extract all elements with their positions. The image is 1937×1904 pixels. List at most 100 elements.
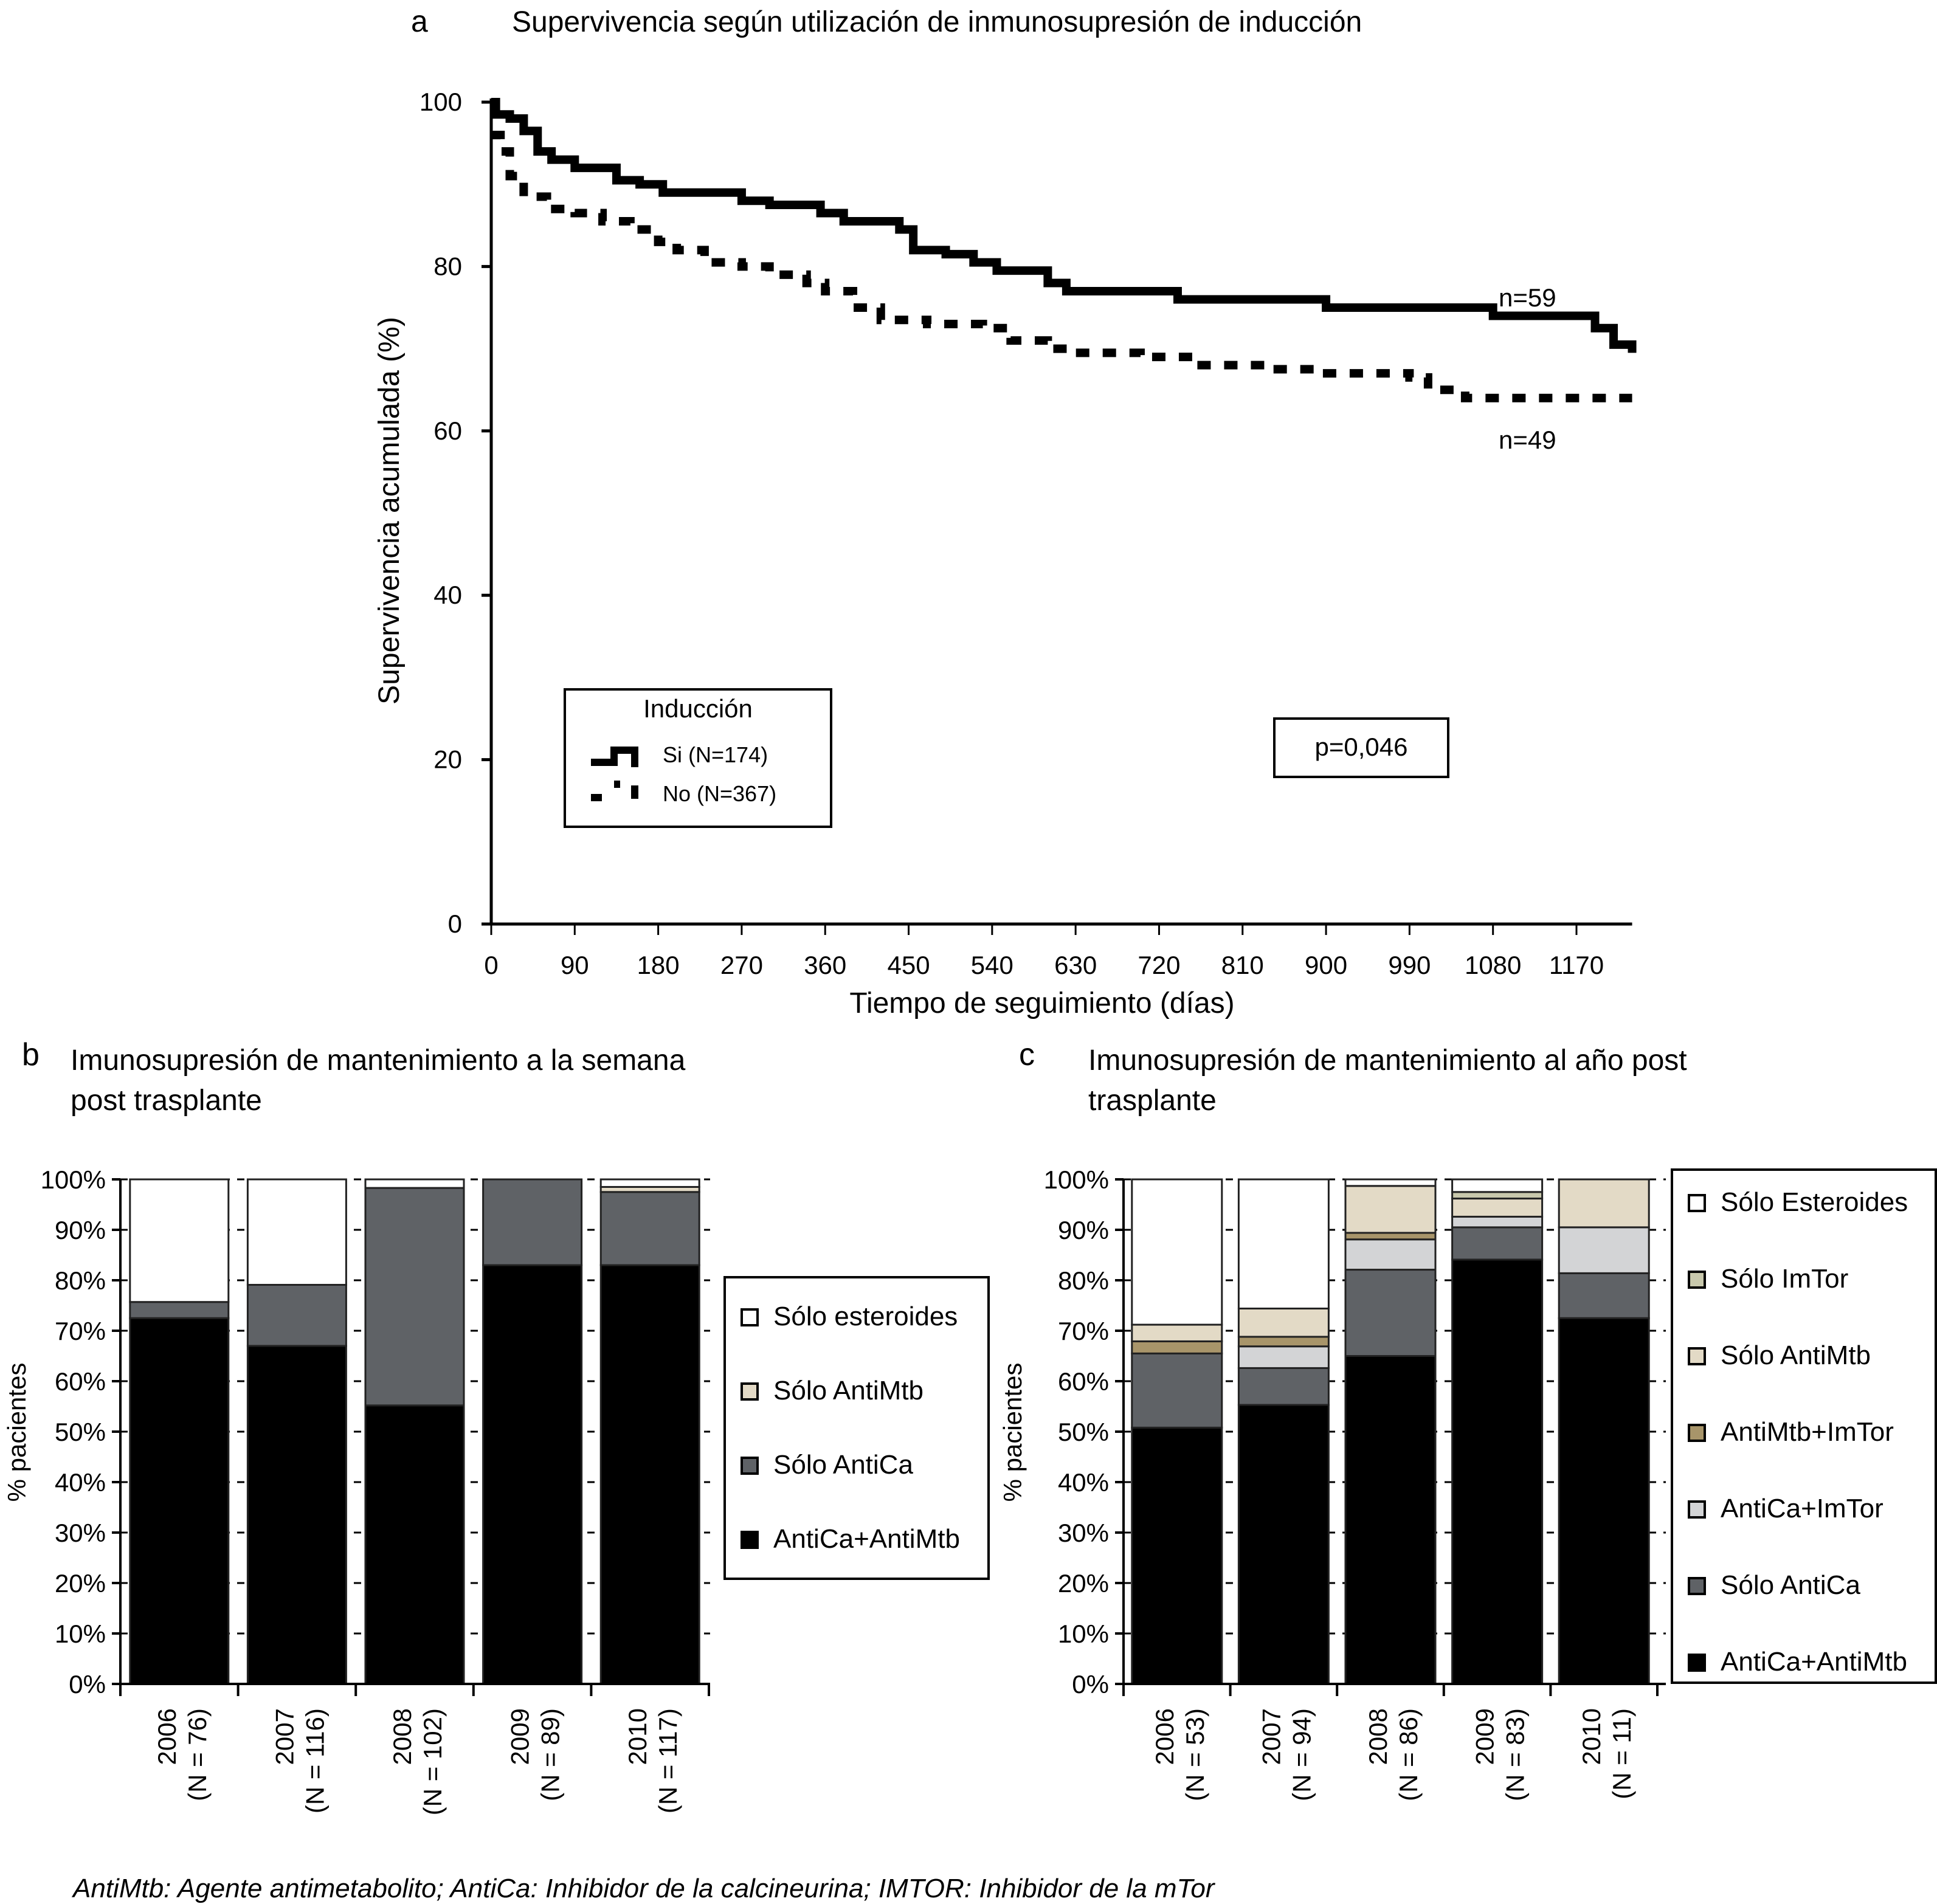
p-value-box: p=0,046 [1273, 717, 1449, 778]
survival-curve-si [491, 98, 1637, 353]
x-tick-label: 990 [1388, 951, 1431, 979]
bar-segment-s-lo-antica [1451, 1226, 1544, 1261]
bar-segment-antica-antimtb [1131, 1426, 1223, 1685]
panel-c-stacked-bar-chart: c Imunosupresión de mantenimiento al año… [998, 1037, 1937, 1801]
bar-segment-s-lo-antica [1558, 1272, 1650, 1319]
bar-segment-s-lo-antica [1237, 1367, 1330, 1406]
bar-segment-antimtb-imtor [1131, 1340, 1223, 1354]
y-tick-label: 20% [55, 1569, 106, 1598]
survival-curve-no [491, 131, 1632, 402]
bar-segment-s-lo-antica [364, 1187, 465, 1407]
survival-legend-title: Inducción [643, 694, 753, 723]
panel-c-title-line2: trasplante [1088, 1085, 1217, 1117]
y-tick-label: 60 [433, 416, 462, 445]
bar-segment-s-lo-antica [1344, 1269, 1437, 1357]
bar-segment-s-lo-antimtb [1237, 1307, 1330, 1338]
bar-segment-s-lo-esteroides [129, 1178, 230, 1303]
legend-label: AntiMtb+ImTor [1721, 1417, 1894, 1447]
bar-segment-s-lo-esteroides [1131, 1178, 1223, 1326]
bar-segment-antica-antimtb [1451, 1258, 1544, 1685]
bar-segment-s-lo-antimtb [1344, 1185, 1437, 1234]
bar-segment-s-lo-antica [599, 1191, 700, 1266]
panel-c-letter: c [1019, 1037, 1035, 1072]
y-tick-label: 0% [69, 1670, 106, 1699]
bar-segment-s-lo-antica [1131, 1352, 1223, 1429]
bar-segment-antica-antimtb [482, 1264, 583, 1685]
bar-segment-s-lo-antica [246, 1283, 347, 1347]
legend-label: Sólo esteroides [773, 1302, 958, 1331]
y-tick-label: 90% [1058, 1216, 1109, 1244]
x-tick-label: 450 [887, 951, 930, 979]
y-tick-label: 0 [448, 909, 462, 938]
bar-segment-antica-antimtb [246, 1345, 347, 1685]
bar-segment-antica-imtor [1344, 1238, 1437, 1271]
panel-a-ylabel: Supervivencia acumulada (%) [373, 317, 406, 705]
panel-b-letter: b [22, 1037, 40, 1072]
y-tick-label: 100% [1044, 1165, 1109, 1194]
panel-b-ylabel: % pacientes [2, 1363, 31, 1502]
bar-segment-antica-antimtb [1344, 1355, 1437, 1685]
survival-legend-box [564, 688, 832, 828]
x-tick-label-year: 2008 [1364, 1708, 1392, 1765]
legend-label: Sólo AntiCa [1721, 1570, 1860, 1600]
p-value-text: p=0,046 [1315, 733, 1408, 761]
legend-swatch-icon [741, 1382, 759, 1401]
x-tick-label-year: 2008 [388, 1708, 416, 1765]
legend-box [723, 1276, 990, 1580]
panel-a-letter: a [411, 4, 428, 38]
y-tick-label: 0% [1072, 1670, 1109, 1699]
x-tick-label: 900 [1305, 951, 1347, 979]
y-tick-label: 30% [55, 1519, 106, 1547]
bar-segment-antica-antimtb [1237, 1404, 1330, 1685]
x-tick-label-year: 2010 [1577, 1708, 1606, 1765]
y-tick-label: 40% [1058, 1468, 1109, 1497]
legend-swatch-icon [1688, 1577, 1706, 1595]
x-tick-label-n: (N = 102) [418, 1708, 447, 1815]
bar-segment-s-lo-esteroides [1451, 1178, 1544, 1193]
legend-label: Sólo AntiMtb [773, 1376, 924, 1406]
legend-swatch-icon [1688, 1194, 1706, 1212]
n-no-label: n=49 [1499, 426, 1556, 454]
x-tick-label: 1080 [1465, 951, 1521, 979]
x-tick-label-n: (N = 94) [1287, 1708, 1316, 1801]
bar-segment-antica-antimtb [599, 1264, 700, 1685]
x-tick-label: 0 [484, 951, 498, 979]
legend-swatch-icon [1688, 1500, 1706, 1519]
y-tick-label: 90% [55, 1216, 106, 1244]
x-tick-label-year: 2007 [270, 1708, 299, 1765]
panel-a-title: Supervivencia según utilización de inmun… [512, 6, 1362, 38]
bar-segment-s-lo-esteroides [364, 1178, 465, 1189]
survival-legend-no: No (N=367) [663, 781, 776, 806]
y-tick-label: 60% [1058, 1367, 1109, 1396]
y-tick-label: 30% [1058, 1519, 1109, 1547]
x-tick-label: 810 [1221, 951, 1264, 979]
x-tick-label-n: (N = 53) [1181, 1708, 1209, 1801]
x-tick-label: 630 [1054, 951, 1097, 979]
bar-segment-antica-antimtb [1558, 1317, 1650, 1685]
panel-b-title-line1: Imunosupresión de mantenimiento a la sem… [71, 1044, 686, 1077]
y-tick-label: 40 [433, 581, 462, 609]
x-tick-label: 180 [637, 951, 680, 979]
x-tick-label-year: 2009 [506, 1708, 534, 1765]
bar-segment-s-lo-antimtb [1558, 1178, 1650, 1229]
x-tick-label: 1170 [1549, 951, 1604, 979]
figure-caption: AntiMtb: Agente antimetabolito; AntiCa: … [73, 1874, 1215, 1903]
x-tick-label-n: (N = 11) [1607, 1708, 1636, 1799]
x-tick-label-n: (N = 89) [536, 1708, 565, 1801]
survival-legend-si: Si (N=174) [663, 742, 768, 767]
y-tick-label: 80% [55, 1266, 106, 1295]
x-tick-label-n: (N = 83) [1501, 1708, 1530, 1801]
bar-segment-s-lo-antica [482, 1178, 583, 1266]
x-tick-label-year: 2010 [623, 1708, 652, 1765]
y-tick-label: 60% [55, 1367, 106, 1396]
x-tick-label-n: (N = 76) [183, 1708, 212, 1801]
n-si-label: n=59 [1499, 283, 1556, 312]
legend-solid-line-icon [591, 747, 638, 767]
legend-swatch-icon [1688, 1271, 1706, 1289]
panel-b-title-line2: post trasplante [71, 1085, 262, 1117]
panel-b-stacked-bar-chart: b Imunosupresión de mantenimiento a la s… [2, 1037, 990, 1815]
legend-label: AntiCa+AntiMtb [773, 1524, 960, 1554]
legend-swatch-icon [741, 1531, 759, 1549]
x-tick-label: 360 [804, 951, 846, 979]
